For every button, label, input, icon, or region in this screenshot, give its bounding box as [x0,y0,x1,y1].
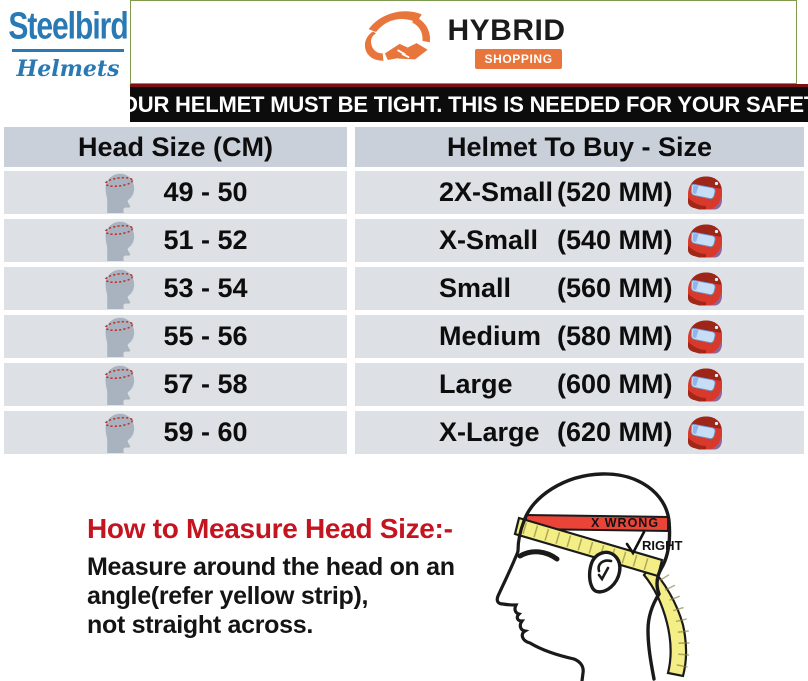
helmet-size-cell: X-Small (540 MM) [355,219,804,262]
table-header-row: Head Size (CM) Helmet To Buy - Size [4,127,804,167]
head-size-cell: 53 - 54 [4,267,347,310]
measure-guide-line: not straight across. [87,611,313,639]
hybrid-logo-text: HYBRID [447,14,566,48]
face-outline [495,519,585,681]
helmet-size-name: Small [439,273,512,303]
head-size-cell: 59 - 60 [4,411,347,454]
helmet-size-mm: (600 MM) [557,369,673,399]
helmet-size-name: X-Large [439,417,540,447]
head-measure-icon [103,365,137,405]
steelbird-logo: Steelbird Helmets [8,7,128,82]
table-row: 51 - 52 X-Small (540 MM) [4,219,804,262]
hybrid-helmet-handshake-icon [361,7,439,77]
helmet-size-mm: (560 MM) [557,273,673,303]
helmet-size-name: Large [439,369,513,399]
head-measure-icon [103,269,137,309]
helmet-size-name: Medium [439,321,542,351]
size-chart-table: Head Size (CM) Helmet To Buy - Size 49 -… [4,127,804,459]
table-row: 55 - 56 Medium (580 MM) [4,315,804,358]
check-mark-icon [625,530,646,556]
hybrid-logo-panel: HYBRID SHOPPING [130,0,797,84]
helmet-icon [685,175,725,211]
helmet-icon [685,415,725,451]
helmet-size-cell: Medium (580 MM) [355,315,804,358]
steelbird-logo-text: Steelbird [8,5,128,48]
helmet-icon [685,223,725,259]
helmet-size-mm: (520 MM) [557,177,673,207]
helmet-size-mm: (540 MM) [557,225,673,255]
tape-tail [642,565,688,678]
steelbird-logo-underline [12,49,124,52]
helmet-size-cell: Large (600 MM) [355,363,804,406]
table-row: 53 - 54 Small (560 MM) [4,267,804,310]
head-measure-icon [103,221,137,261]
head-size-value: 57 - 58 [163,369,248,399]
head-size-value: 59 - 60 [163,417,248,447]
head-size-value: 49 - 50 [163,177,248,207]
helmet-size-cell: 2X-Small (520 MM) [355,171,804,214]
measure-guide-text: Measure around the head on an angle(refe… [87,553,455,640]
table-row: 59 - 60 X-Large (620 MM) [4,411,804,454]
head-size-cell: 51 - 52 [4,219,347,262]
head-measurement-illustration: X WRONG RIGHT [495,472,690,681]
head-size-cell: 57 - 58 [4,363,347,406]
ear-inner [597,559,613,582]
steelbird-helmets-text: Helmets [16,56,120,82]
head-measure-icon [103,173,137,213]
head-size-value: 51 - 52 [163,225,248,255]
helmet-size-name: X-Small [439,225,539,255]
head-measure-icon [103,413,137,453]
wrong-label: X WRONG [591,516,659,530]
head-size-cell: 49 - 50 [4,171,347,214]
measure-guide-line: angle(refer yellow strip), [87,582,369,610]
eyebrow [517,549,560,562]
helmet-size-mm: (580 MM) [557,321,673,351]
helmet-size-name: 2X-Small [439,177,554,207]
head-size-cell: 55 - 56 [4,315,347,358]
helmet-size-column-header: Helmet To Buy - Size [355,127,804,167]
measure-guide-line: Measure around the head on an [87,553,455,581]
table-row: 57 - 58 Large (600 MM) [4,363,804,406]
helmet-icon [685,271,725,307]
helmet-size-mm: (620 MM) [557,417,673,447]
helmet-icon [685,367,725,403]
head-size-value: 53 - 54 [163,273,248,303]
right-label: RIGHT [642,538,683,553]
table-row: 49 - 50 2X-Small (520 MM) [4,171,804,214]
helmet-icon [685,319,725,355]
head-outline [522,472,672,681]
head-size-column-header: Head Size (CM) [4,127,347,167]
hybrid-logo: HYBRID SHOPPING [447,15,565,69]
safety-banner: YOUR HELMET MUST BE TIGHT. THIS IS NEEDE… [106,84,808,122]
head-measure-icon [103,317,137,357]
hybrid-shopping-badge: SHOPPING [475,48,562,69]
helmet-size-cell: Small (560 MM) [355,267,804,310]
measure-guide-title: How to Measure Head Size:- [87,513,453,544]
helmet-size-cell: X-Large (620 MM) [355,411,804,454]
head-size-value: 55 - 56 [163,321,248,351]
